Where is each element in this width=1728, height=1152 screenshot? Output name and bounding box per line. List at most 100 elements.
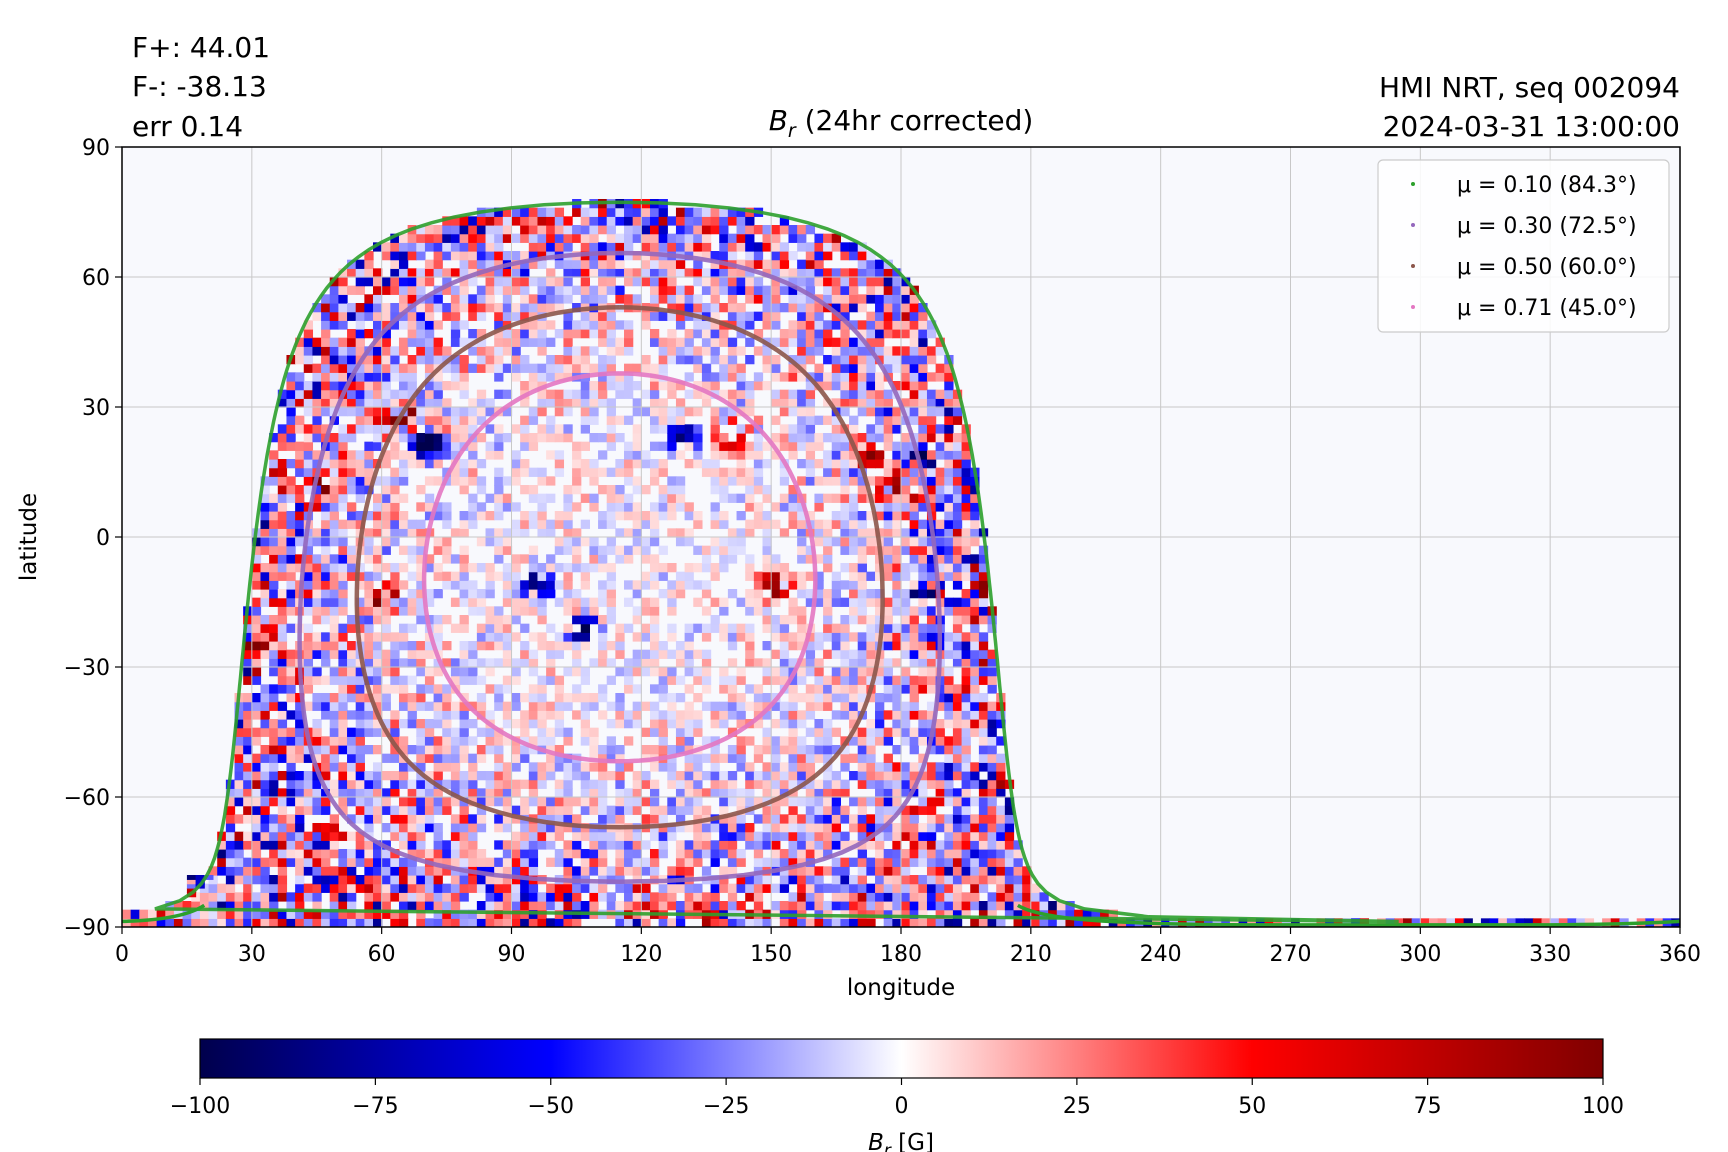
heatmap-cell — [303, 658, 314, 668]
heatmap-cell — [814, 667, 824, 677]
heatmap-cell — [883, 389, 893, 399]
heatmap-cell — [658, 502, 668, 512]
heatmap-cell — [675, 285, 686, 295]
heatmap-cell — [849, 242, 859, 252]
heatmap-cell — [554, 649, 565, 659]
heatmap-cell — [866, 372, 876, 382]
heatmap-cell — [373, 381, 383, 391]
heatmap-cell — [762, 805, 772, 815]
heatmap-cell — [338, 294, 348, 304]
heatmap-cell — [589, 415, 599, 425]
heatmap-cell — [295, 337, 305, 347]
heatmap-cell — [727, 233, 738, 243]
heatmap-cell — [511, 346, 521, 356]
heatmap-cell — [520, 363, 530, 373]
heatmap-cell — [468, 580, 478, 590]
heatmap-cell — [494, 251, 504, 261]
heatmap-cell — [840, 623, 850, 633]
heatmap-cell — [840, 875, 850, 885]
heatmap-cell — [589, 857, 599, 867]
heatmap-cell — [277, 537, 288, 547]
heatmap-cell — [632, 398, 642, 408]
heatmap-cell — [269, 632, 279, 642]
heatmap-cell — [468, 649, 478, 659]
heatmap-cell — [598, 649, 608, 659]
heatmap-cell — [840, 649, 850, 659]
heatmap-cell — [745, 918, 755, 927]
heatmap-cell — [355, 268, 365, 278]
heatmap-cell — [589, 233, 599, 243]
heatmap-cell — [710, 710, 720, 720]
heatmap-cell — [641, 554, 651, 564]
heatmap-cell — [572, 615, 582, 625]
heatmap-cell — [935, 745, 945, 755]
heatmap-cell — [355, 918, 365, 927]
heatmap-cell — [364, 745, 374, 755]
heatmap-cell — [667, 415, 677, 425]
heatmap-cell — [762, 363, 772, 373]
heatmap-cell — [701, 701, 712, 711]
heatmap-cell — [476, 285, 487, 295]
heatmap-cell — [935, 883, 945, 893]
heatmap-cell — [935, 779, 945, 789]
heatmap-cell — [373, 355, 383, 365]
heatmap-cell — [771, 788, 781, 798]
heatmap-cell — [416, 719, 426, 729]
heatmap-cell — [649, 207, 660, 217]
heatmap-cell — [251, 866, 262, 876]
heatmap-cell — [719, 285, 729, 295]
heatmap-cell — [918, 346, 928, 356]
heatmap-cell — [303, 433, 314, 443]
heatmap-cell — [433, 736, 443, 746]
heatmap-cell — [727, 311, 738, 321]
heatmap-cell — [433, 840, 443, 850]
heatmap-cell — [234, 866, 244, 876]
heatmap-cell — [398, 372, 409, 382]
heatmap-cell — [675, 424, 686, 434]
heatmap-cell — [494, 571, 504, 581]
heatmap-cell — [511, 892, 521, 902]
heatmap-cell — [433, 415, 443, 425]
heatmap-cell — [502, 294, 513, 304]
heatmap-cell — [684, 849, 694, 859]
heatmap-cell — [407, 589, 417, 599]
heatmap-cell — [442, 701, 452, 711]
heatmap-cell — [632, 407, 642, 417]
heatmap-cell — [364, 615, 374, 625]
heatmap-cell — [901, 771, 911, 781]
heatmap-cell — [260, 788, 270, 798]
heatmap-cell — [935, 467, 945, 477]
heatmap-cell — [701, 381, 712, 391]
heatmap-cell — [883, 779, 893, 789]
heatmap-cell — [295, 424, 305, 434]
heatmap-cell — [295, 441, 305, 451]
heatmap-cell — [918, 779, 928, 789]
heatmap-cell — [615, 623, 625, 633]
heatmap-cell — [433, 701, 443, 711]
heatmap-cell — [909, 727, 919, 737]
heatmap-cell — [494, 779, 504, 789]
heatmap-cell — [528, 849, 539, 859]
heatmap-cell — [373, 545, 383, 555]
heatmap-cell — [442, 519, 452, 529]
heatmap-cell — [866, 398, 876, 408]
heatmap-cell — [814, 779, 824, 789]
heatmap-cell — [762, 823, 772, 833]
heatmap-cell — [546, 797, 556, 807]
heatmap-cell — [606, 216, 616, 226]
heatmap-cell — [701, 207, 712, 217]
heatmap-cell — [667, 311, 677, 321]
heatmap-cell — [433, 381, 443, 391]
heatmap-cell — [658, 415, 668, 425]
heatmap-cell — [398, 233, 409, 243]
heatmap-cell — [563, 502, 573, 512]
heatmap-cell — [762, 675, 772, 685]
heatmap-cell — [909, 918, 919, 927]
heatmap-cell — [407, 797, 417, 807]
heatmap-cell — [727, 407, 738, 417]
heatmap-cell — [511, 875, 521, 885]
heatmap-cell — [892, 320, 902, 330]
heatmap-cell — [935, 563, 945, 573]
heatmap-cell — [546, 571, 556, 581]
heatmap-cell — [944, 840, 954, 850]
